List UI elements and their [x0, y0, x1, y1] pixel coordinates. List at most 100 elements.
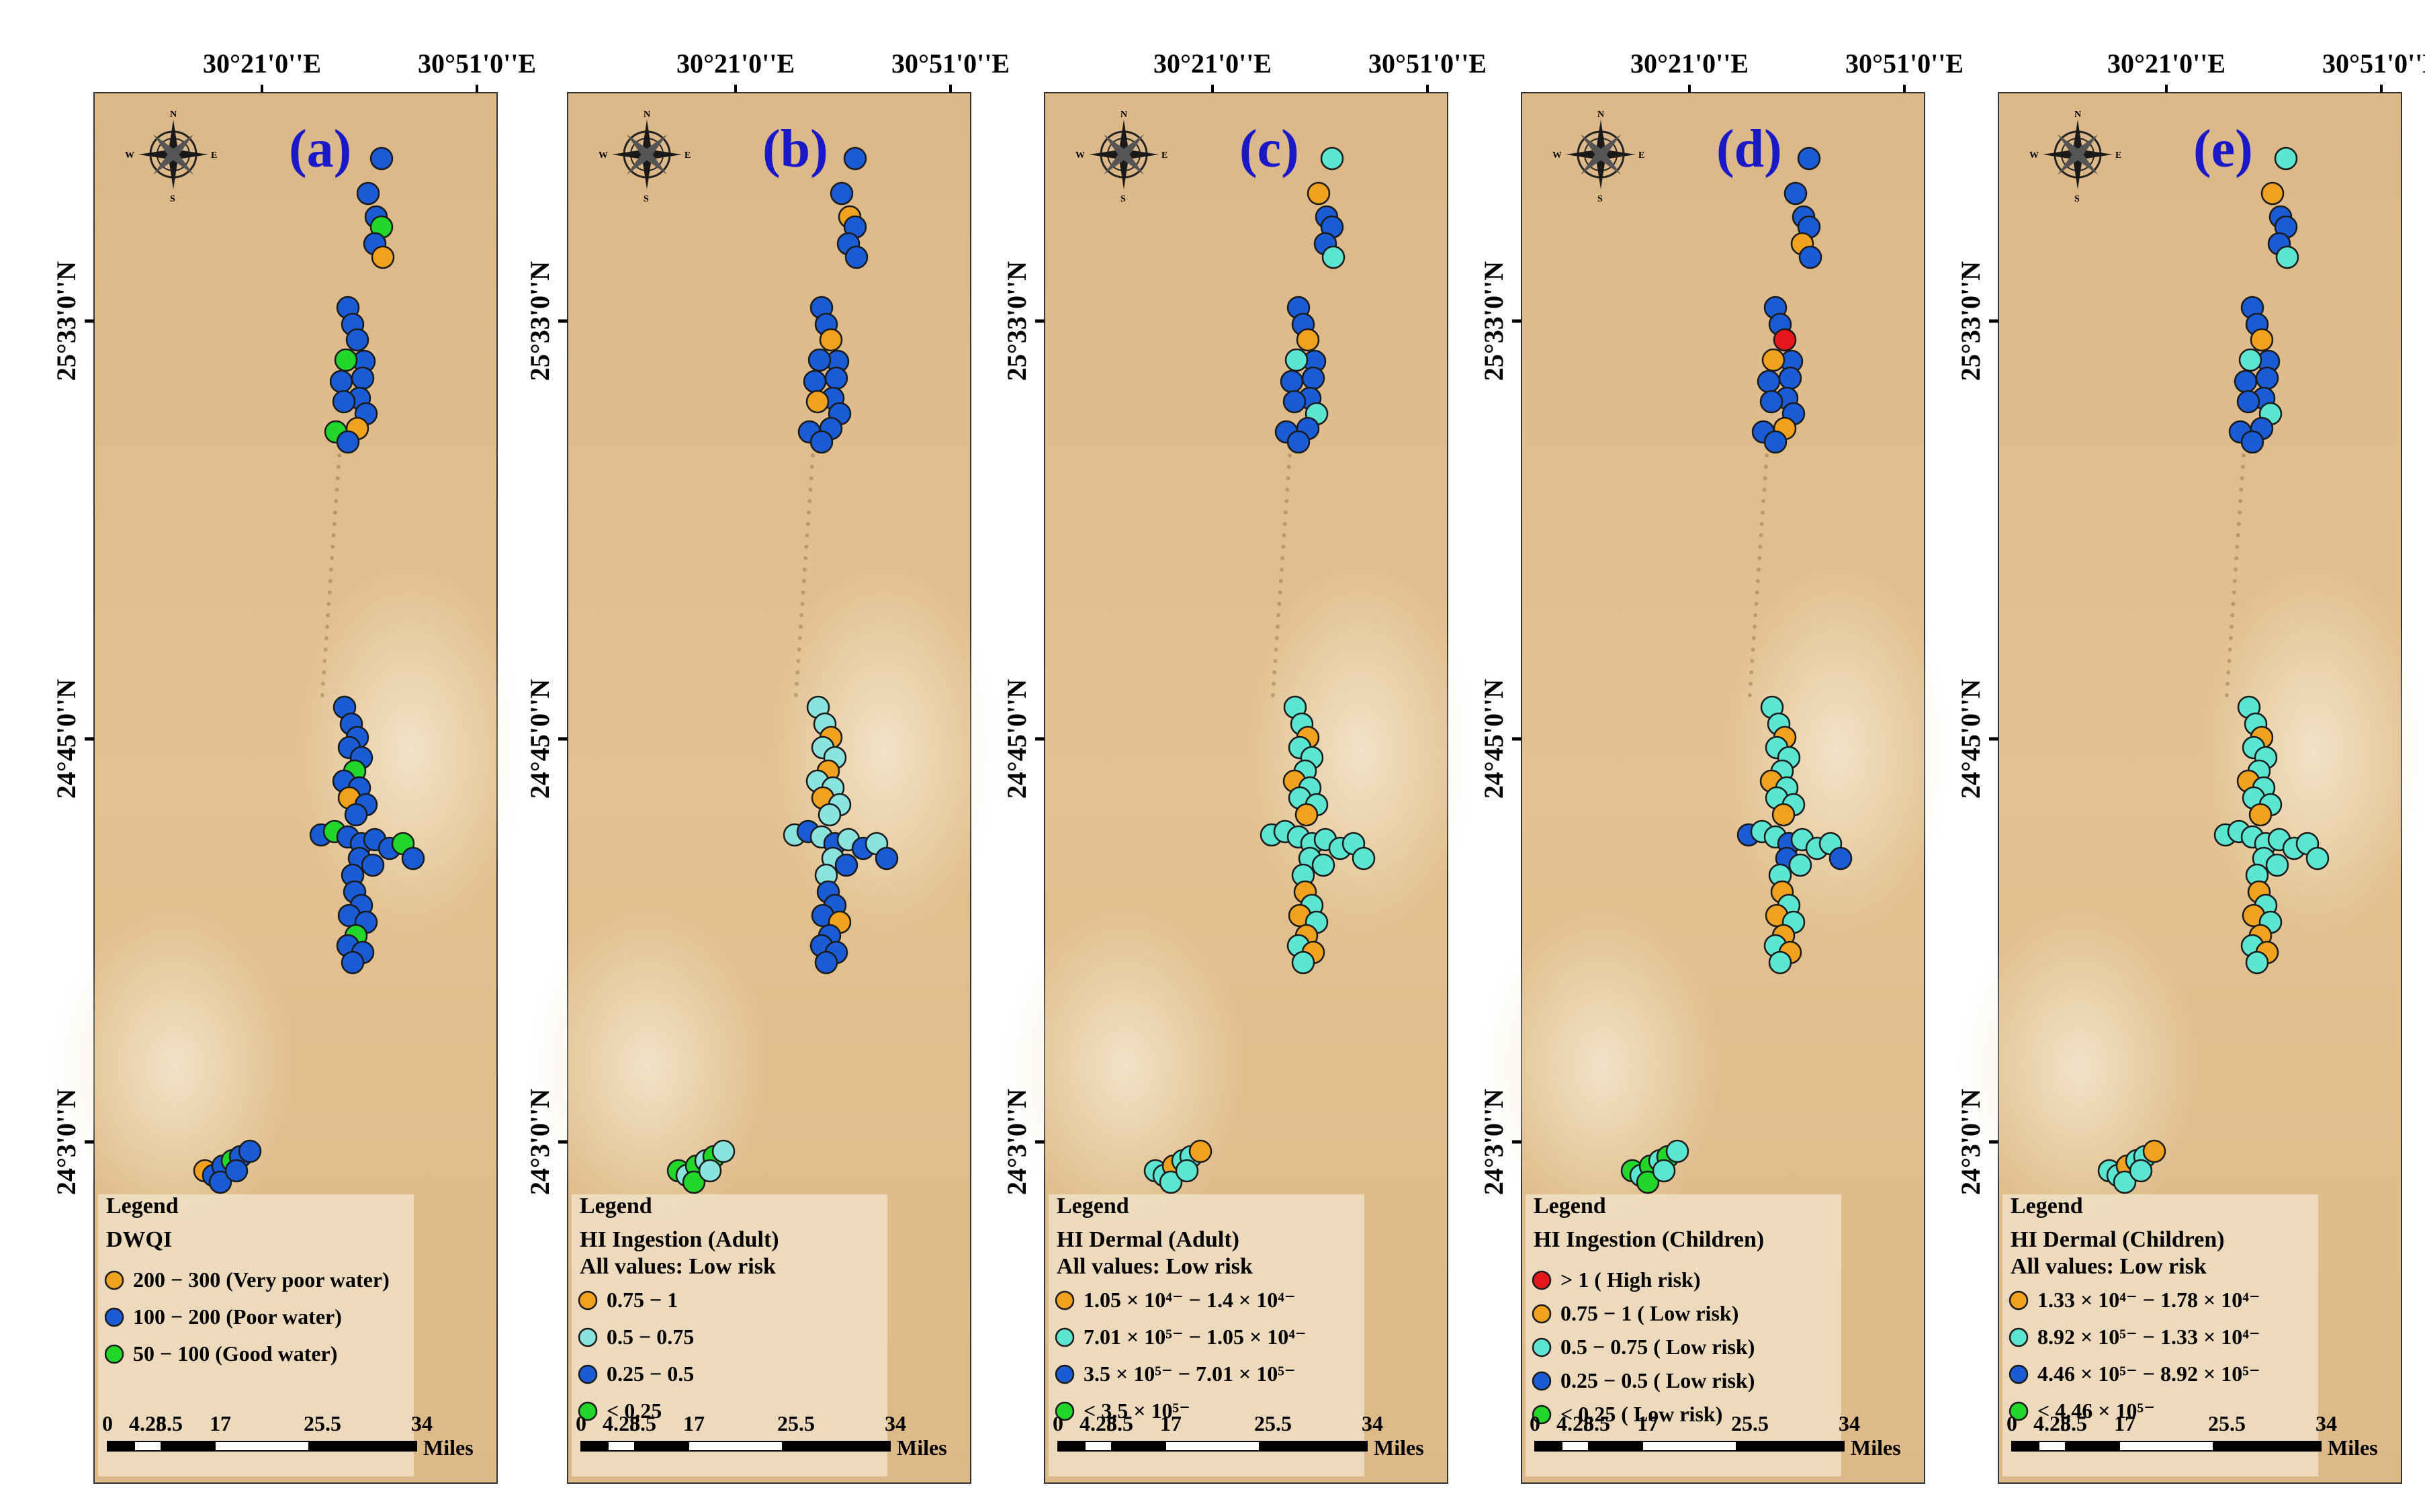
longitude-label: 30°21'0''E — [1630, 48, 1749, 79]
scale-tick-label: 4.25 — [1079, 1411, 1117, 1435]
scale-tick-label: 17 — [1637, 1411, 1659, 1435]
scale-segment — [607, 1441, 635, 1452]
well-point — [830, 181, 854, 206]
legend-heading: Legend — [2011, 1194, 2083, 1218]
legend-item-label: < 3.5 × 10⁵⁻ — [1084, 1398, 1190, 1423]
legend-box — [2002, 1194, 2318, 1476]
scale-segment — [2213, 1441, 2322, 1452]
well-point — [809, 430, 834, 454]
legend-box — [1049, 1194, 1364, 1476]
legend-swatch — [2009, 1401, 2029, 1421]
legend: Legend HI Ingestion (Children) > 1 ( High … — [1526, 1194, 1841, 1476]
legend: Legend DWQI 200 − 300 (Very poor water) 100… — [98, 1194, 414, 1476]
well-point — [2274, 146, 2298, 171]
legend-item-label: 4.46 × 10⁵⁻ − 8.92 × 10⁵⁻ — [2037, 1362, 2260, 1386]
scale-tick-label: 17 — [2114, 1411, 2135, 1435]
longitude-label: 30°21'0''E — [1153, 48, 1272, 79]
legend: Legend HI Ingestion (Adult)All values: Lo… — [572, 1194, 887, 1476]
scale-tick-label: 34 — [2316, 1411, 2337, 1435]
scale-segment — [308, 1441, 417, 1452]
scale-tick-label: 0 — [1053, 1411, 1063, 1435]
well-point — [1771, 803, 1796, 827]
scale-segment — [2038, 1441, 2066, 1452]
legend-box — [1526, 1194, 1841, 1476]
scale-tick-label: 25.5 — [2208, 1411, 2246, 1435]
panel-tag: (a) — [289, 120, 351, 179]
well-point — [345, 328, 369, 352]
compass-rose-icon: N E S W — [599, 109, 691, 204]
well-point — [1759, 390, 1783, 414]
well-point — [2248, 803, 2273, 827]
legend-item-label: 0.25 − 0.5 ( Low risk) — [1560, 1368, 1755, 1392]
well-points — [2097, 146, 2330, 1194]
well-point — [1757, 369, 1781, 394]
scale-tick-label: 34 — [1362, 1411, 1383, 1435]
sand-patch — [769, 563, 998, 939]
scale-segment — [688, 1441, 783, 1452]
sand-patch — [1723, 563, 1951, 939]
compass-rose-icon: N E S W — [125, 109, 217, 204]
well-point — [805, 390, 830, 414]
legend-item-label: 0.75 − 1 ( Low risk) — [1560, 1301, 1738, 1325]
scale-segment — [1561, 1441, 1589, 1452]
well-point — [2305, 846, 2330, 871]
well-point — [2240, 430, 2264, 454]
legend-item-label: 200 − 300 (Very poor water) — [133, 1268, 390, 1292]
panel-tag: (e) — [2193, 120, 2253, 179]
well-point — [351, 366, 375, 390]
scale-tick-label: 17 — [683, 1411, 705, 1435]
legend-swatch — [104, 1307, 124, 1327]
well-point — [844, 245, 869, 269]
well-point — [369, 146, 394, 171]
well-point — [2250, 328, 2274, 352]
scale-tick-label: 34 — [885, 1411, 906, 1435]
legend-box — [98, 1194, 414, 1476]
legend-swatch — [578, 1290, 598, 1310]
well-point — [1175, 1159, 1199, 1183]
scale-tick-label: 0 — [2007, 1411, 2017, 1435]
road-trail — [1747, 453, 1769, 697]
map-panel: 30°21'0''E 30°51'0''E 25°33'0''N 24°45'0''N… — [1479, 48, 1964, 1484]
compass-e: E — [211, 150, 217, 161]
well-point — [875, 846, 899, 871]
legend-swatch — [1055, 1364, 1075, 1384]
compass-s: S — [170, 194, 175, 204]
latitude-label: 24°3'0''N — [51, 1089, 81, 1195]
legend-title: HI Dermal (Adult) — [1057, 1227, 1239, 1252]
scale-segment — [107, 1441, 135, 1452]
scale-unit: Miles — [2328, 1435, 2378, 1460]
scale-tick-label: 25.5 — [1731, 1411, 1769, 1435]
well-point — [1768, 950, 1792, 975]
longitude-label: 30°51'0''E — [2322, 48, 2425, 79]
sand-patch — [1958, 905, 2200, 1228]
legend-swatch — [1532, 1304, 1552, 1324]
legend-swatch — [1532, 1337, 1552, 1358]
compass-e: E — [1161, 150, 1167, 161]
scale-segment — [1111, 1441, 1166, 1452]
sand-patch — [54, 905, 296, 1228]
compass-n: N — [1120, 109, 1127, 120]
well-point — [2275, 245, 2299, 269]
legend-subtitle: All values: Low risk — [1057, 1254, 1253, 1279]
well-point — [1282, 390, 1307, 414]
map-panel: 30°21'0''E 30°51'0''E 25°33'0''N 24°45'0''N… — [1955, 48, 2425, 1484]
legend-heading: Legend — [580, 1194, 652, 1218]
well-point — [356, 181, 380, 206]
map-panel: 30°21'0''E 30°51'0''E 25°33'0''N 24°45'0''N… — [525, 48, 1010, 1484]
well-point — [1188, 1139, 1212, 1163]
scale-tick-label: 17 — [1160, 1411, 1182, 1435]
compass-n: N — [2074, 109, 2081, 120]
well-point — [819, 328, 843, 352]
legend-subtitle: All values: Low risk — [580, 1254, 776, 1279]
legend-title: HI Ingestion (Adult) — [580, 1227, 779, 1252]
well-point — [329, 369, 353, 394]
scale-tick-label: 8.5 — [629, 1411, 656, 1435]
legend-item-label: 0.5 − 0.75 — [607, 1325, 694, 1349]
scale-tick-label: 4.25 — [1556, 1411, 1594, 1435]
legend-item-label: 7.01 × 10⁵⁻ − 1.05 × 10⁴⁻ — [1084, 1325, 1307, 1349]
